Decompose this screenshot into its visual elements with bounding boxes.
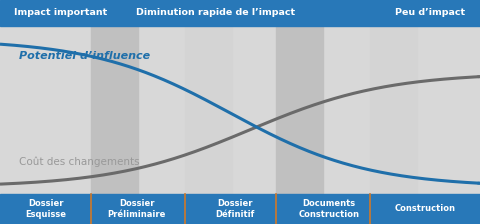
- Bar: [91, 26, 138, 194]
- Bar: [0, 194, 480, 224]
- Text: Diminution rapide de l’impact: Diminution rapide de l’impact: [136, 8, 296, 17]
- Bar: [0, 0, 480, 26]
- Text: Coût des changements: Coût des changements: [19, 156, 140, 166]
- Text: Dossier
Définitif: Dossier Définitif: [216, 199, 255, 219]
- Bar: [185, 26, 232, 194]
- Text: Documents
Construction: Documents Construction: [298, 199, 360, 219]
- Text: Dossier
Esquisse: Dossier Esquisse: [25, 199, 66, 219]
- Bar: [370, 26, 417, 194]
- Text: Peu d’impact: Peu d’impact: [396, 8, 466, 17]
- Text: Potentiel d’influence: Potentiel d’influence: [19, 51, 150, 61]
- Text: Dossier
Préliminaire: Dossier Préliminaire: [108, 199, 166, 219]
- Text: Construction: Construction: [394, 204, 456, 213]
- Bar: [276, 26, 323, 194]
- Bar: [0, 26, 480, 194]
- Text: Impact important: Impact important: [14, 8, 108, 17]
